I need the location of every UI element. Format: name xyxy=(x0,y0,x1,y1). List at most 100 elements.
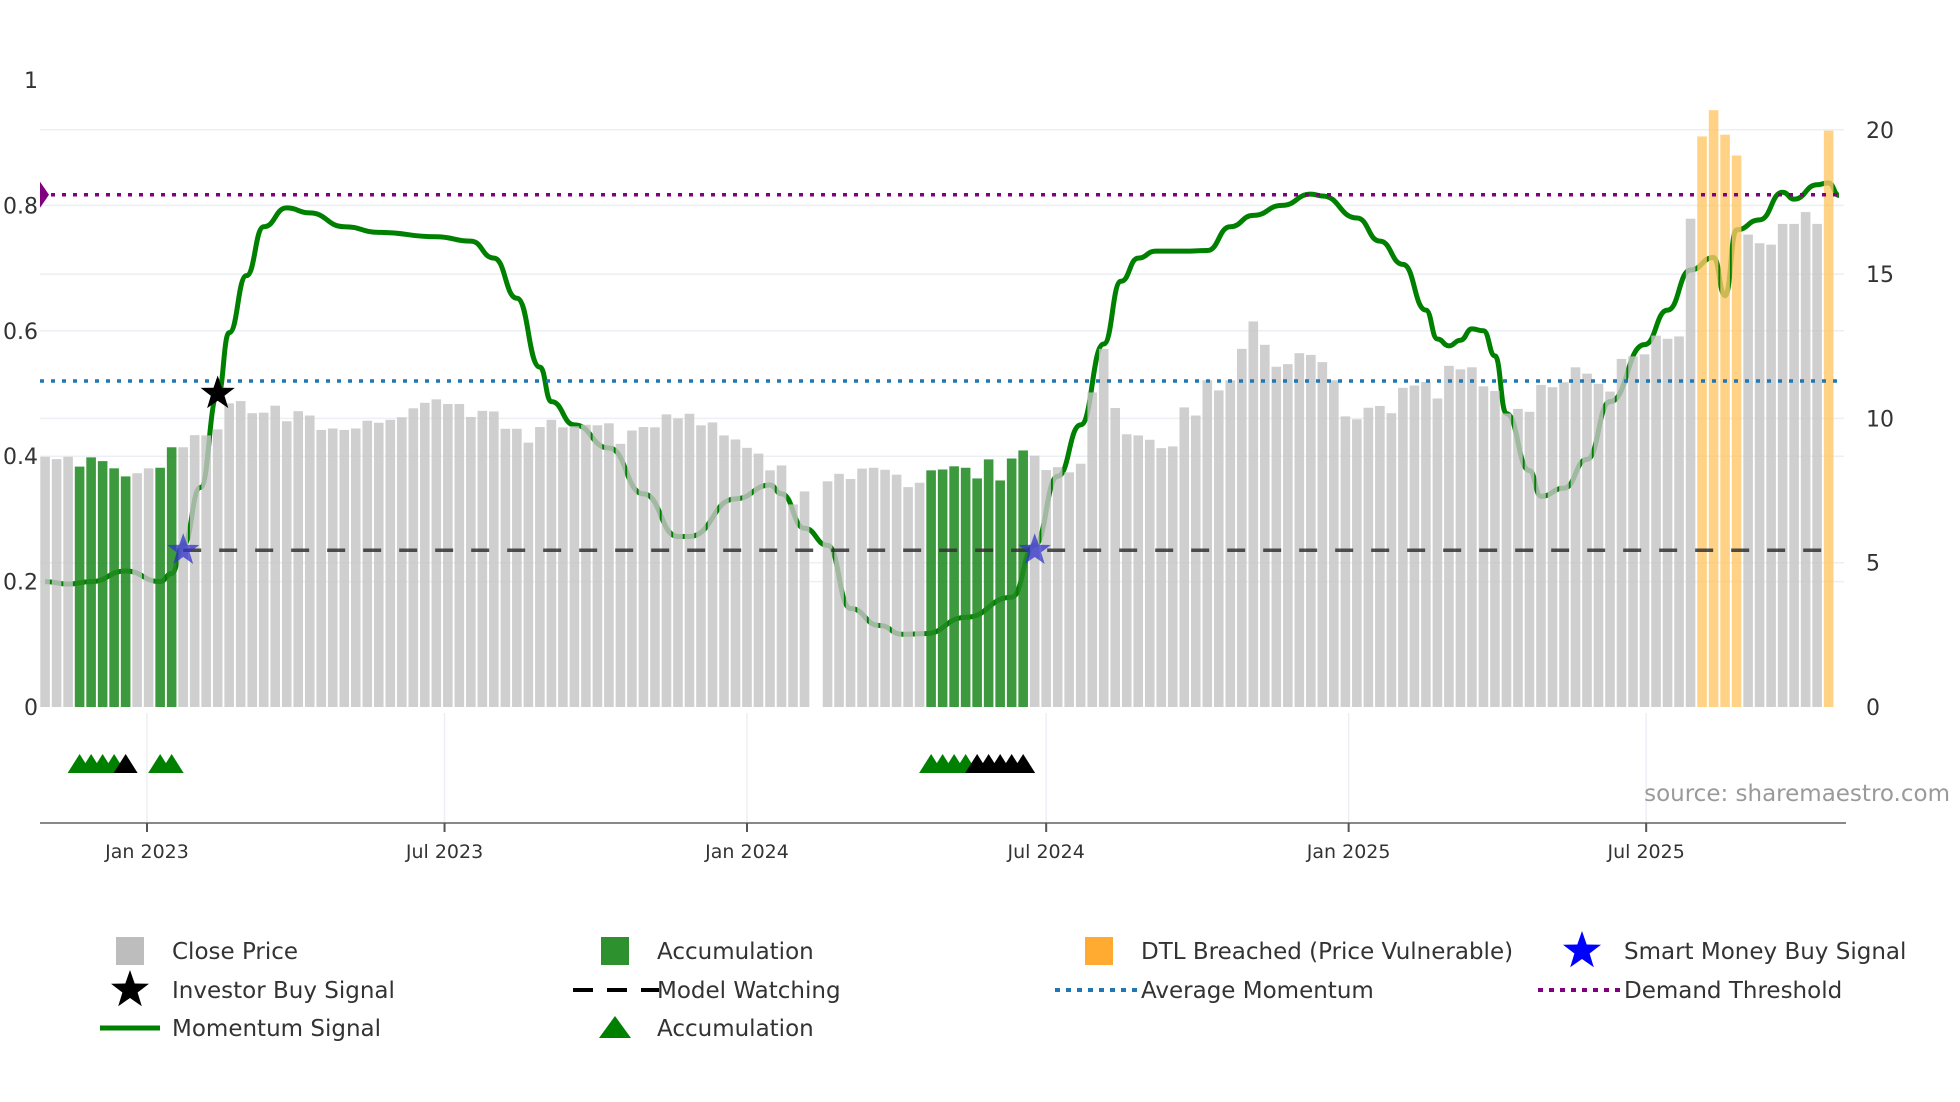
close-price-bar xyxy=(1766,244,1776,708)
close-price-bar xyxy=(1800,212,1811,707)
legend-label: Close Price xyxy=(172,939,298,965)
close-price-bar xyxy=(373,422,384,707)
close-price-bar xyxy=(1513,408,1523,707)
close-price-bar xyxy=(788,504,798,707)
close-price-bar xyxy=(1225,380,1236,707)
close-price-bar xyxy=(1317,362,1328,707)
close-price-bar xyxy=(1685,218,1696,708)
signal-markers xyxy=(67,375,1051,773)
close-price-bar xyxy=(891,474,902,707)
right-y-tick-label: 0 xyxy=(1866,696,1880,721)
accumulation-bar xyxy=(1018,450,1028,707)
x-tick-label: Jan 2025 xyxy=(1306,841,1391,863)
close-price-bar xyxy=(903,487,913,707)
close-price-bar xyxy=(615,443,626,707)
left-y-tick-label: 1 xyxy=(24,69,38,94)
close-price-bar xyxy=(684,413,695,707)
close-price-bar xyxy=(834,473,844,707)
close-price-bar xyxy=(1098,348,1109,707)
close-price-bar xyxy=(385,419,396,707)
close-price-bar xyxy=(512,428,522,707)
axes: Jan 2023 Jul 2023 Jan 2024 Jul 2024 Jan 2025… xyxy=(3,69,1894,863)
close-price-bar xyxy=(1455,369,1466,707)
legend-item: Demand Threshold xyxy=(1538,978,1842,1004)
legend-star-icon xyxy=(111,970,149,1007)
close-price-bar xyxy=(1121,434,1132,707)
close-price-bar xyxy=(1628,356,1638,707)
accumulation-triangle-icon xyxy=(159,754,184,773)
close-price-bar xyxy=(454,403,465,707)
close-price-bar xyxy=(1409,385,1420,707)
close-price-bar xyxy=(1052,467,1063,707)
legend-item: Close Price xyxy=(116,937,298,965)
x-tick-label: Jul 2023 xyxy=(405,841,483,863)
close-price-bar xyxy=(270,405,281,707)
dtl-breached-bar xyxy=(1720,134,1730,708)
close-price-bar xyxy=(304,415,315,707)
close-price-bar xyxy=(1651,335,1661,707)
watching-triangle-icon xyxy=(1011,754,1036,773)
accumulation-bar xyxy=(937,469,948,707)
close-price-bar xyxy=(822,481,833,707)
close-price-bar xyxy=(350,428,361,707)
close-price-bar xyxy=(627,430,637,707)
close-price-bar xyxy=(765,470,775,707)
reference-lines xyxy=(40,181,1844,552)
close-price-bar xyxy=(1213,390,1224,707)
close-price-bar xyxy=(1616,358,1627,707)
investor-buy-star-icon xyxy=(200,375,235,409)
close-price-bar xyxy=(1421,382,1431,707)
close-price-bar xyxy=(1363,407,1374,707)
close-price-bar xyxy=(443,403,453,707)
close-price-bar xyxy=(1662,338,1673,707)
close-price-bar xyxy=(799,491,810,707)
close-price-bar xyxy=(1432,398,1443,707)
legend-label: Demand Threshold xyxy=(1624,978,1842,1004)
close-price-bar xyxy=(914,482,925,707)
right-y-tick-label: 10 xyxy=(1866,407,1894,432)
close-price-bar xyxy=(1260,344,1270,707)
close-price-bar xyxy=(1547,387,1558,707)
legend-item: Momentum Signal xyxy=(100,1016,381,1042)
close-price-bar xyxy=(1144,439,1155,707)
close-price-bar xyxy=(1329,380,1339,707)
close-price-bar xyxy=(581,424,591,707)
demand-threshold-diamond-icon xyxy=(40,181,49,208)
close-price-bar xyxy=(339,429,350,707)
close-price-bar xyxy=(1501,413,1512,707)
close-price-bar xyxy=(523,442,534,707)
close-price-bar xyxy=(650,427,660,707)
close-price-bar xyxy=(201,435,211,707)
close-price-bar xyxy=(1570,367,1581,707)
x-tick-label: Jul 2024 xyxy=(1007,841,1085,863)
close-price-bar xyxy=(1156,448,1167,707)
close-price-bar xyxy=(1777,223,1788,707)
close-price-bar xyxy=(592,425,603,707)
right-y-tick-label: 15 xyxy=(1866,263,1894,288)
close-price-bar xyxy=(466,416,476,707)
close-price-bar xyxy=(477,410,488,707)
legend-label: Average Momentum xyxy=(1141,978,1374,1004)
close-price-bar xyxy=(316,429,327,707)
close-price-bars xyxy=(40,110,1834,708)
close-price-bar xyxy=(293,411,304,707)
legend-label: Momentum Signal xyxy=(172,1016,381,1042)
legend-label: Model Watching xyxy=(657,978,841,1004)
left-y-tick-label: 0 xyxy=(24,696,38,721)
legend-item: DTL Breached (Price Vulnerable) xyxy=(1085,937,1513,965)
close-price-bar xyxy=(189,435,200,707)
close-price-bar xyxy=(408,408,419,707)
close-price-bar xyxy=(132,473,142,707)
legend: Close Price Accumulation DTL Breached (Pri… xyxy=(100,931,1906,1042)
close-price-bar xyxy=(178,447,188,707)
close-price-bar xyxy=(1236,348,1247,707)
accumulation-bar xyxy=(1006,458,1017,707)
smart-money-buy-star-icon xyxy=(167,533,200,564)
close-price-bar xyxy=(327,428,338,707)
accumulation-bar xyxy=(983,459,994,707)
close-price-bar xyxy=(1110,408,1121,707)
close-price-bar xyxy=(880,469,890,707)
close-price-bar xyxy=(776,465,787,707)
close-price-bar xyxy=(845,479,856,707)
